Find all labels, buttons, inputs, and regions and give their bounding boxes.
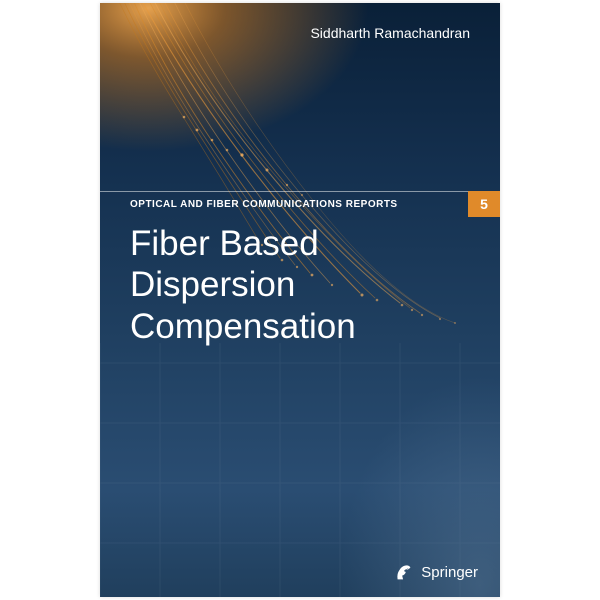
series-divider-line [100,191,500,192]
series-bar: OPTICAL AND FIBER COMMUNICATIONS REPORTS… [100,191,500,217]
book-cover: Siddharth Ramachandran OPTICAL AND FIBER… [100,3,500,597]
title-line-1: Fiber Based [130,223,356,264]
book-title: Fiber Based Dispersion Compensation [130,223,356,347]
author-name: Siddharth Ramachandran [310,25,470,41]
series-label: OPTICAL AND FIBER COMMUNICATIONS REPORTS [130,199,398,210]
title-line-2: Dispersion [130,264,356,305]
publisher-block: Springer [393,561,478,583]
publisher-name: Springer [421,564,478,581]
volume-number: 5 [480,196,488,212]
volume-badge: 5 [468,191,500,217]
title-line-3: Compensation [130,306,356,347]
springer-horse-icon [393,561,415,583]
